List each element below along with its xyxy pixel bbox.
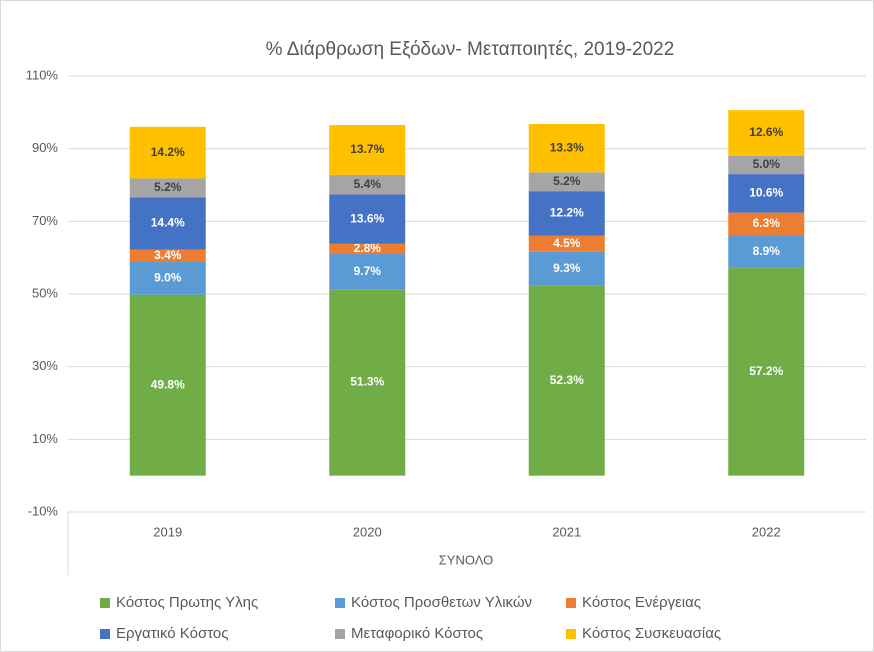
y-tick-label: -10% xyxy=(28,503,59,518)
y-tick-label: 90% xyxy=(32,140,58,155)
bar-segment xyxy=(728,155,805,175)
bar-segment xyxy=(129,197,206,250)
legend-swatch xyxy=(335,598,345,608)
y-tick-label: 10% xyxy=(32,431,58,446)
data-label: 52.3% xyxy=(550,373,584,387)
y-tick-label: 110% xyxy=(26,67,59,82)
x-tick-label: 2020 xyxy=(353,524,382,539)
data-label: 12.6% xyxy=(749,125,783,139)
data-label: 5.2% xyxy=(154,180,182,194)
bar-segment xyxy=(528,172,605,192)
data-label: 51.3% xyxy=(350,375,384,389)
data-label: 13.3% xyxy=(550,140,584,154)
data-label: 10.6% xyxy=(749,186,783,200)
data-label: 6.3% xyxy=(753,216,781,230)
bar-segment xyxy=(528,235,605,252)
bar-segment xyxy=(129,249,206,263)
data-label: 49.8% xyxy=(151,377,185,391)
data-label: 12.2% xyxy=(550,206,584,220)
data-label: 8.9% xyxy=(753,244,781,258)
bar-segment xyxy=(329,194,406,244)
data-label: 9.7% xyxy=(354,264,382,278)
bar-segment xyxy=(129,262,206,295)
legend-label: Μεταφορικό Κόστος xyxy=(351,625,483,642)
legend-swatch xyxy=(566,629,576,639)
data-label: 9.0% xyxy=(154,271,182,285)
bar-segment xyxy=(528,251,605,286)
bar-segment xyxy=(728,110,805,156)
bar-segment xyxy=(329,254,406,290)
legend-label: Κόστος Ενέργειας xyxy=(582,594,701,611)
bar-segment xyxy=(329,289,406,476)
data-label: 5.4% xyxy=(354,177,382,191)
bar-segment xyxy=(129,178,206,198)
chart-title: % Διάρθρωση Εξόδων- Μεταποιητές, 2019-20… xyxy=(266,39,675,60)
legend-swatch xyxy=(100,598,110,608)
x-tick-label: 2021 xyxy=(552,524,581,539)
bar-segment xyxy=(728,235,805,268)
bar-segment xyxy=(129,126,206,179)
data-label: 13.7% xyxy=(350,142,384,156)
data-label: 4.5% xyxy=(553,236,581,250)
bar-segment xyxy=(728,267,805,476)
legend-label: Κόστος Προσθετων Υλικών xyxy=(351,594,532,611)
data-label: 9.3% xyxy=(553,261,581,275)
bar-segment xyxy=(329,174,406,195)
y-tick-label: 50% xyxy=(32,285,58,300)
bar-segment xyxy=(329,125,406,175)
bar-segment xyxy=(329,243,406,255)
legend-label: Εργατικό Κόστος xyxy=(116,625,229,642)
data-label: 3.4% xyxy=(154,248,182,262)
legend-swatch xyxy=(335,629,345,639)
legend-label: Κόστος Πρωτης Υλης xyxy=(116,594,258,611)
bar-segment xyxy=(528,123,605,173)
data-label: 13.6% xyxy=(350,211,384,225)
bar-segment xyxy=(528,191,605,236)
bar-segment xyxy=(728,212,805,236)
data-label: 14.2% xyxy=(151,145,185,159)
data-label: 14.4% xyxy=(151,216,185,230)
x-tick-label: 2019 xyxy=(153,524,182,539)
y-tick-label: 30% xyxy=(32,358,58,373)
x-axis-title: ΣΥΝΟΛΟ xyxy=(439,552,494,567)
bar-segment xyxy=(728,174,805,213)
y-tick-label: 70% xyxy=(32,213,58,228)
bar-segment xyxy=(129,294,206,476)
legend-label: Κόστος Συσκευασίας xyxy=(582,625,721,642)
legend-swatch xyxy=(100,629,110,639)
x-tick-label: 2022 xyxy=(752,524,781,539)
data-label: 57.2% xyxy=(749,364,783,378)
data-label: 5.2% xyxy=(553,174,581,188)
data-label: 2.8% xyxy=(354,241,382,255)
data-label: 5.0% xyxy=(753,157,781,171)
bar-segment xyxy=(528,285,605,476)
legend-swatch xyxy=(566,598,576,608)
